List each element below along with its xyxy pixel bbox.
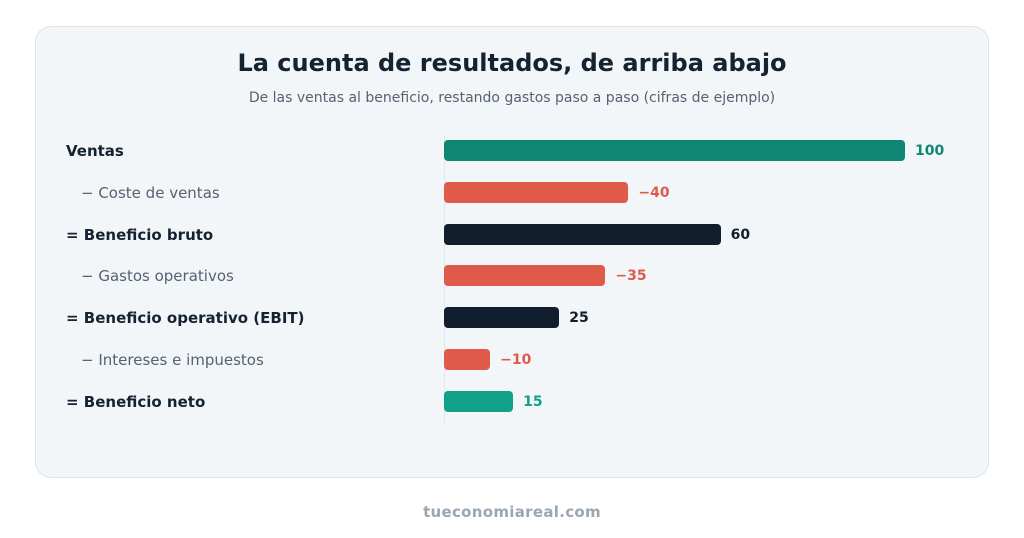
row-label: = Beneficio operativo (EBIT) xyxy=(66,309,305,328)
bar-row: Ventas 100 xyxy=(36,136,990,166)
bar xyxy=(444,349,491,370)
row-label: Ventas xyxy=(66,142,124,160)
value-label: −10 xyxy=(500,352,532,368)
value-label: 15 xyxy=(523,393,543,410)
row-label: − Intereses e impuestos xyxy=(81,351,264,369)
chart-card: La cuenta de resultados, de arriba abajo… xyxy=(35,26,989,478)
bar xyxy=(444,140,905,161)
chart-title: La cuenta de resultados, de arriba abajo xyxy=(237,49,787,77)
bar-row: = Beneficio bruto 60 xyxy=(36,220,990,250)
row-label: − Coste de ventas xyxy=(81,183,220,202)
bar-row: − Coste de ventas −40 xyxy=(36,178,990,208)
bar xyxy=(444,307,560,329)
bar xyxy=(444,223,721,245)
chart-subtitle: De las ventas al beneficio, restando gas… xyxy=(248,90,776,106)
bar xyxy=(444,181,629,203)
value-label: 25 xyxy=(569,310,589,327)
bar-row: − Gastos operativos −35 xyxy=(36,261,990,291)
value-label: 100 xyxy=(915,143,945,159)
value-label: −40 xyxy=(638,184,670,201)
bar-row: = Beneficio operativo (EBIT) 25 xyxy=(36,303,990,333)
bar-row: − Intereses e impuestos −10 xyxy=(36,345,990,375)
value-label: 60 xyxy=(730,226,751,243)
value-label: −35 xyxy=(615,268,647,285)
bar xyxy=(444,390,514,412)
row-label: − Gastos operativos xyxy=(81,267,234,286)
bar xyxy=(444,265,606,287)
row-label: = Beneficio bruto xyxy=(66,225,214,244)
site-footer[interactable]: tueconomiareal.com xyxy=(423,503,601,521)
row-label: = Beneficio neto xyxy=(66,392,206,411)
bar-row: = Beneficio neto 15 xyxy=(36,387,990,417)
